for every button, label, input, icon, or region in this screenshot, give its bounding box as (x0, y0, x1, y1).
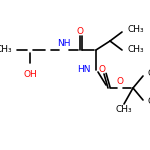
Text: OH: OH (23, 70, 37, 79)
Text: CH₃: CH₃ (128, 26, 145, 34)
Text: CH₃: CH₃ (128, 45, 145, 54)
Text: CH₃: CH₃ (147, 69, 150, 78)
Text: CH₃: CH₃ (147, 98, 150, 106)
Text: CH₃: CH₃ (0, 45, 12, 54)
Text: O: O (99, 64, 105, 74)
Text: CH₃: CH₃ (116, 105, 132, 114)
Text: HN: HN (78, 66, 91, 75)
Text: O: O (76, 27, 84, 36)
Text: O: O (117, 76, 123, 85)
Text: NH: NH (57, 39, 71, 48)
